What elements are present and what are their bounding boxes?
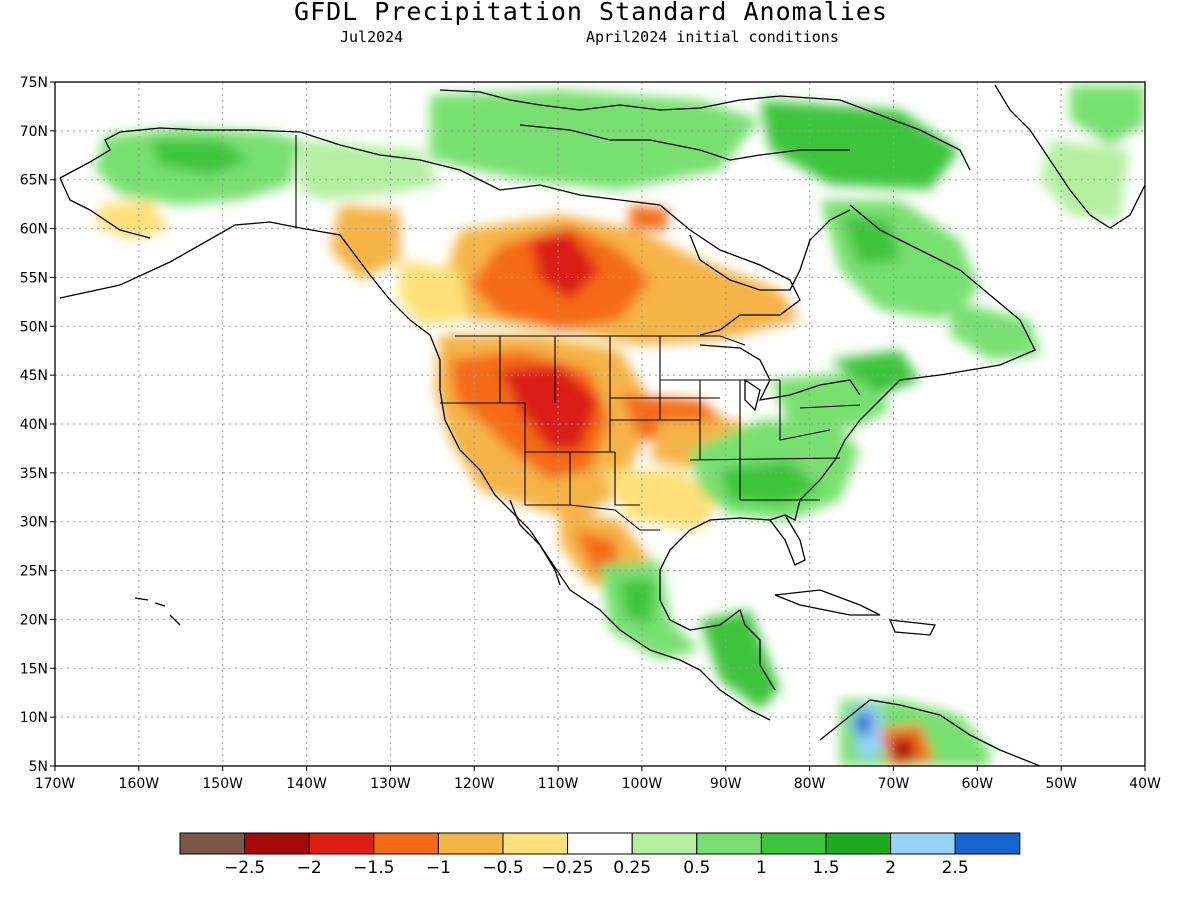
colorbar-label: 0.25 <box>613 858 651 878</box>
lon-label: 130W <box>370 776 411 792</box>
colorbar-label: 1.5 <box>812 858 839 878</box>
colorbar-label: −1.5 <box>353 858 394 878</box>
lon-label: 170W <box>35 776 76 792</box>
colorbar-label: −0.25 <box>542 858 594 878</box>
lon-label: 100W <box>622 776 663 792</box>
colorbar-swatch <box>244 832 310 855</box>
lat-label: 55N <box>20 270 48 286</box>
lon-label: 150W <box>202 776 243 792</box>
lat-label: 25N <box>20 564 48 580</box>
lat-label: 70N <box>20 124 48 140</box>
lat-label: 45N <box>20 368 48 384</box>
lat-label: 20N <box>20 612 48 628</box>
valid-month: Jul2024 <box>340 28 404 46</box>
lat-label: 15N <box>20 661 48 677</box>
colorbar-label: −2 <box>297 858 322 878</box>
colorbar-swatch <box>890 832 956 855</box>
lat-label: 35N <box>20 466 48 482</box>
colorbar-label: −0.5 <box>482 858 523 878</box>
lat-label: 75N <box>20 75 48 91</box>
latitude-labels: 75N 70N 65N 60N 55N 50N 45N 40N 35N 30N 25N 20N 15N 1… <box>20 75 48 775</box>
coastlines <box>59 84 1145 766</box>
colorbar-label: 2 <box>885 858 896 878</box>
lon-label: 80W <box>794 776 826 792</box>
colorbar-swatch <box>954 832 1021 855</box>
lon-label: 110W <box>538 776 579 792</box>
map-title: GFDL Precipitation Standard Anomalies <box>294 0 888 26</box>
colorbar-label: 1 <box>756 858 767 878</box>
colorbar-swatch <box>825 832 892 855</box>
colorbar-legend: −2.5 −2 −1.5 −1 −0.5 −0.25 0.25 0.5 1 1.5 2 2.5 <box>179 832 1021 878</box>
lon-label: 90W <box>710 776 742 792</box>
grid-lines <box>55 82 1145 766</box>
colorbar-swatch <box>631 832 698 855</box>
lat-label: 30N <box>20 515 48 531</box>
lon-label: 140W <box>286 776 327 792</box>
lon-label: 60W <box>961 776 993 792</box>
lon-label: 160W <box>119 776 160 792</box>
colorbar-swatch <box>760 832 827 855</box>
lat-label: 60N <box>20 222 48 238</box>
lat-label: 5N <box>29 759 48 775</box>
lat-label: 50N <box>20 319 48 335</box>
colorbar-label: 2.5 <box>942 858 969 878</box>
colorbar-swatch <box>308 832 375 855</box>
longitude-labels: 170W 160W 150W 140W 130W 120W 110W 100W 90W 80W 70… <box>35 776 1161 792</box>
colorbar-swatch <box>567 832 633 855</box>
lon-label: 70W <box>878 776 910 792</box>
colorbar-label: −1 <box>426 858 451 878</box>
colorbar-swatch <box>502 832 569 855</box>
colorbar-swatch <box>179 832 246 855</box>
colorbar-swatch <box>696 832 762 855</box>
lon-label: 50W <box>1045 776 1077 792</box>
colorbar-swatch <box>437 832 504 855</box>
lon-label: 120W <box>454 776 495 792</box>
colorbar-swatch <box>373 832 439 855</box>
lat-label: 65N <box>20 173 48 189</box>
lon-label: 40W <box>1129 776 1161 792</box>
political-borders <box>295 135 861 531</box>
colorbar-label: 0.5 <box>683 858 710 878</box>
colorbar-label: −2.5 <box>224 858 265 878</box>
lat-label: 10N <box>20 710 48 726</box>
initial-conditions: April2024 initial conditions <box>586 28 839 46</box>
lat-label: 40N <box>20 417 48 433</box>
